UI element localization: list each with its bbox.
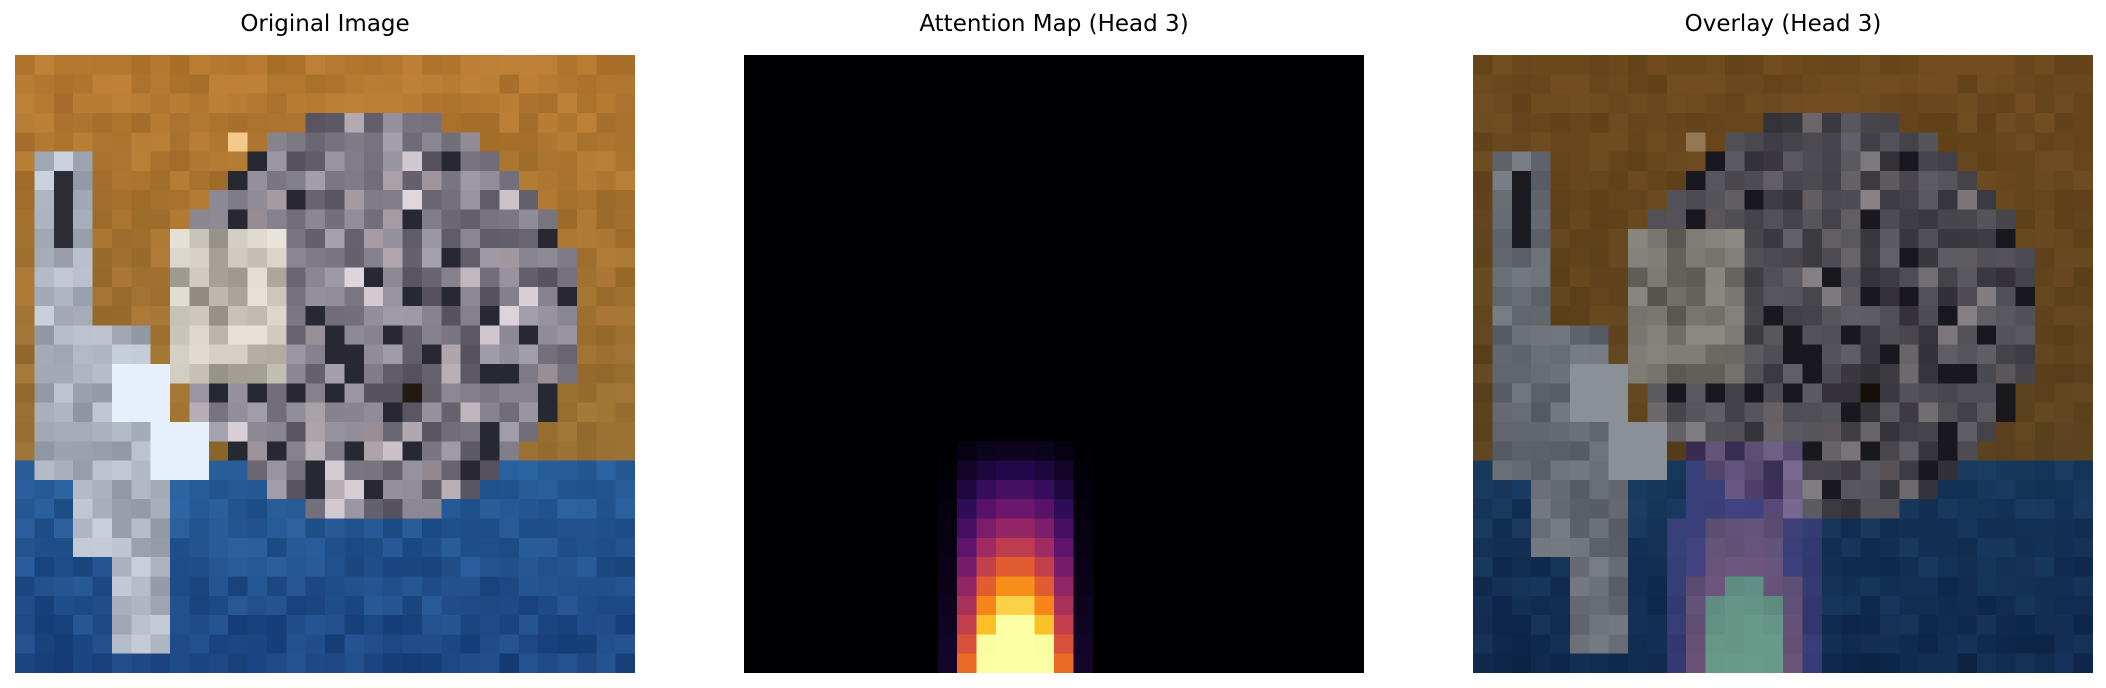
panel-original: Original Image [15, 0, 635, 688]
panel-attention-map: Attention Map (Head 3) [744, 0, 1364, 688]
panel-title: Original Image [240, 11, 410, 37]
overlay-image [1473, 55, 2093, 673]
original-image [15, 55, 635, 673]
panel-overlay: Overlay (Head 3) [1473, 0, 2093, 688]
attention-map-image [744, 55, 1364, 673]
panel-title: Overlay (Head 3) [1684, 11, 1882, 37]
panel-title: Attention Map (Head 3) [919, 11, 1189, 37]
